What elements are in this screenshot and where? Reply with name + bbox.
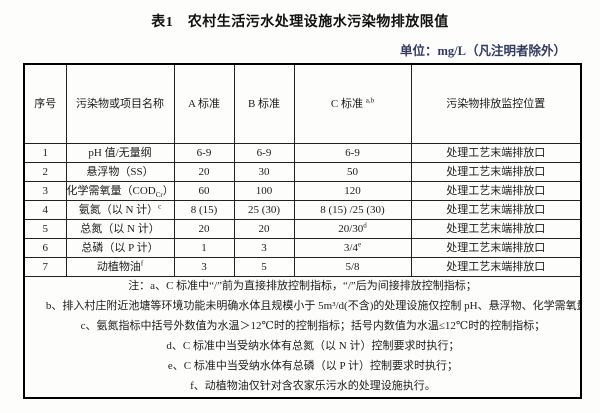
- cell-name: 氨氮（以 N 计）c: [65, 200, 175, 220]
- cell-standard-c: 50: [293, 162, 412, 182]
- note-line-f: f、动植物油仅针对含农家乐污水的处理设施执行。: [190, 380, 436, 392]
- cell-monitor-location: 处理工艺末端排放口: [410, 181, 582, 201]
- cell-standard-c-value: 3/4: [343, 242, 358, 254]
- table-row: 3 化学需氧量（CODCr） 60 100 120 处理工艺末端排放口: [23, 181, 582, 201]
- cell-standard-b: 5: [233, 257, 295, 277]
- cell-name: 总磷（以 P 计）: [65, 238, 175, 258]
- cell-name-text: 悬浮物（SS）: [86, 166, 154, 178]
- table-row: 6 总磷（以 P 计） 1 3 3/4e 处理工艺末端排放口: [23, 238, 582, 258]
- cell-name-text: 化学需氧量（COD: [66, 185, 156, 197]
- cell-name-subscript: Cr: [155, 191, 163, 200]
- cell-standard-c: 5/8: [293, 257, 412, 277]
- cell-monitor-location: 处理工艺末端排放口: [410, 257, 582, 277]
- header-monitor-location: 污染物排放监控位置: [410, 63, 582, 144]
- cell-standard-a: 8 (15): [173, 200, 235, 220]
- pollutant-limits-table: 序号 污染物或项目名称 A 标准 B 标准 C 标准 a,b 污染物排放监控位置…: [23, 63, 582, 399]
- cell-standard-a: 60: [173, 181, 235, 201]
- table-notes: 注：a、C 标准中“/”前为直接排放控制指标，“/”后为间接排放控制指标； b、…: [23, 276, 582, 399]
- note-line-d: d、C 标准中当受纳水体有总氮（以 N 计）控制要求时执行；: [166, 340, 460, 352]
- note-line-a: 注：a、C 标准中“/”前为直接排放控制指标，“/”后为间接排放控制指标；: [128, 280, 477, 292]
- header-standard-a: A 标准: [173, 63, 235, 144]
- cell-monitor-location: 处理工艺末端排放口: [410, 238, 582, 258]
- cell-standard-b: 30: [233, 162, 295, 182]
- cell-standard-a: 1: [173, 238, 235, 258]
- header-standard-c: C 标准 a,b: [293, 63, 412, 144]
- page-title: 表1 农村生活污水处理设施水污染物排放限值: [151, 15, 449, 30]
- cell-name-text: 总氮（以 N 计）: [80, 223, 160, 235]
- cell-standard-c-superscript: d: [363, 221, 367, 230]
- cell-standard-b: 3: [233, 238, 295, 258]
- cell-monitor-location: 处理工艺末端排放口: [410, 200, 582, 220]
- cell-standard-b: 20: [233, 219, 295, 239]
- table-row: 5 总氮（以 N 计） 20 20 20/30d 处理工艺末端排放口: [23, 219, 582, 239]
- cell-standard-c-superscript: e: [357, 240, 362, 249]
- cell-name-superscript: f: [140, 259, 144, 268]
- note-line-e: e、C 标准中当受纳水体有总磷（以 P 计）控制要求时执行；: [167, 360, 459, 372]
- cell-num: 6: [23, 238, 67, 258]
- cell-standard-b: 25 (30): [233, 200, 295, 220]
- table-notes-row: 注：a、C 标准中“/”前为直接排放控制指标，“/”后为间接排放控制指标； b、…: [23, 276, 582, 399]
- table-row: 7 动植物油f 3 5 5/8 处理工艺末端排放口: [23, 257, 582, 277]
- cell-monitor-location: 处理工艺末端排放口: [410, 219, 582, 239]
- cell-standard-c: 120: [293, 181, 412, 201]
- cell-standard-c-value: 50: [347, 166, 358, 178]
- cell-name-text: 动植物油: [96, 261, 141, 273]
- cell-name: 动植物油f: [65, 257, 175, 277]
- header-name: 污染物或项目名称: [65, 63, 175, 144]
- cell-monitor-location: 处理工艺末端排放口: [410, 143, 582, 163]
- cell-name: 总氮（以 N 计）: [65, 219, 175, 239]
- header-standard-c-label: C 标准: [330, 98, 366, 110]
- cell-standard-b: 6-9: [233, 143, 295, 163]
- cell-standard-c: 6-9: [293, 143, 412, 163]
- cell-name-post: ）: [162, 185, 174, 197]
- unit-note: 单位：mg/L（凡注明者除外）: [400, 44, 566, 58]
- cell-name: pH 值/无量纲: [65, 143, 175, 163]
- cell-monitor-location: 处理工艺末端排放口: [410, 162, 582, 182]
- cell-num: 4: [23, 200, 67, 220]
- cell-num: 7: [23, 257, 67, 277]
- cell-name-text: 氨氮（以 N 计）: [78, 204, 159, 216]
- header-standard-c-superscript: a,b: [365, 96, 375, 105]
- cell-num: 1: [23, 143, 67, 163]
- note-line-b: b、排入村庄附近池塘等环境功能未明确水体且规模小于 5m³/d(不含)的处理设施…: [45, 300, 581, 312]
- cell-standard-c-value: 8 (15) /25 (30): [320, 204, 385, 216]
- cell-standard-a: 20: [173, 162, 235, 182]
- cell-standard-c-value: 120: [344, 185, 361, 197]
- cell-name-superscript: c: [158, 202, 162, 211]
- cell-standard-c-value: 5/8: [345, 261, 360, 273]
- cell-name: 化学需氧量（CODCr）: [65, 181, 175, 201]
- cell-num: 2: [23, 162, 67, 182]
- header-standard-b: B 标准: [233, 63, 295, 144]
- cell-num: 3: [23, 181, 67, 201]
- cell-standard-c-value: 6-9: [345, 147, 360, 159]
- table-header-row: 序号 污染物或项目名称 A 标准 B 标准 C 标准 a,b 污染物排放监控位置: [23, 63, 582, 144]
- header-num: 序号: [23, 63, 67, 144]
- note-line-c: c、氨氮指标中括号外数值为水温＞12℃时的控制指标；括号内数值为水温≤12℃时的…: [80, 320, 546, 332]
- cell-standard-a: 6-9: [173, 143, 235, 163]
- cell-name-text: 总磷（以 P 计）: [81, 242, 159, 254]
- cell-standard-c: 8 (15) /25 (30): [293, 200, 412, 220]
- cell-standard-a: 20: [173, 219, 235, 239]
- cell-name-text: pH 值/无量纲: [88, 147, 152, 159]
- cell-standard-b: 100: [233, 181, 295, 201]
- cell-standard-c-value: 20/30: [338, 223, 364, 235]
- cell-standard-c: 20/30d: [293, 219, 412, 239]
- cell-standard-a: 3: [173, 257, 235, 277]
- table-row: 4 氨氮（以 N 计）c 8 (15) 25 (30) 8 (15) /25 (…: [23, 200, 582, 220]
- table-row: 2 悬浮物（SS） 20 30 50 处理工艺末端排放口: [23, 162, 582, 182]
- cell-standard-c: 3/4e: [293, 238, 412, 258]
- cell-name: 悬浮物（SS）: [65, 162, 175, 182]
- table-row: 1 pH 值/无量纲 6-9 6-9 6-9 处理工艺末端排放口: [23, 143, 582, 163]
- cell-num: 5: [23, 219, 67, 239]
